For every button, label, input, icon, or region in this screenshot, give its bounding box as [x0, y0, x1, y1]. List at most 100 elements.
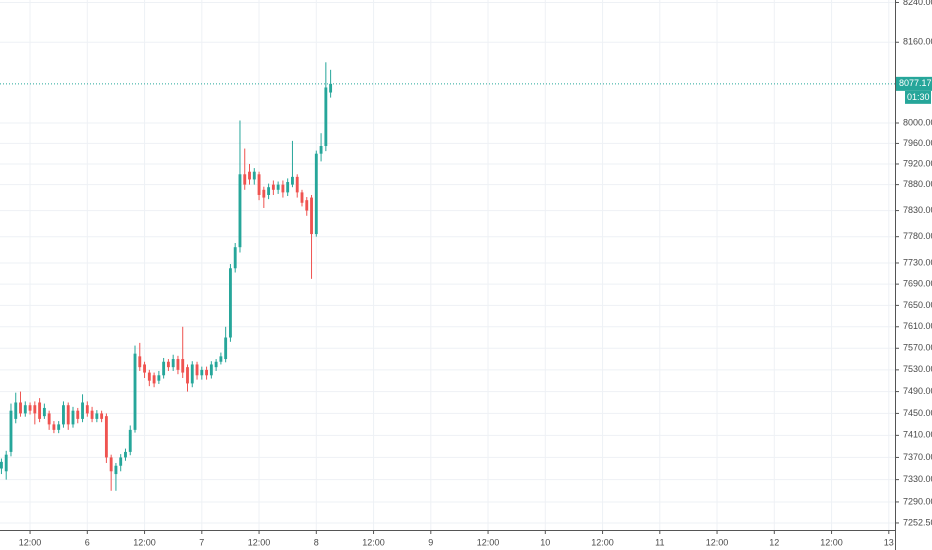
- candle-body: [62, 405, 65, 425]
- candle-body: [114, 465, 118, 475]
- candle-body: [324, 87, 328, 146]
- candle-body: [138, 356, 142, 368]
- candle-body: [109, 457, 113, 472]
- candle-body: [252, 171, 256, 180]
- candle-body: [81, 402, 84, 419]
- candle-body: [119, 457, 123, 466]
- candle-body: [262, 189, 266, 198]
- candle-body: [209, 364, 213, 376]
- y-tick-label: 7880.00: [903, 179, 932, 189]
- candle-body: [100, 413, 104, 419]
- x-tick-label: 13: [884, 537, 894, 547]
- candle-body: [329, 83, 333, 93]
- candle-body: [23, 405, 27, 414]
- candle-body: [157, 375, 161, 381]
- y-tick-label: 7780.00: [903, 231, 932, 241]
- candle-body: [233, 247, 237, 269]
- last-price-tag: [896, 76, 932, 91]
- candle-body: [124, 451, 127, 458]
- y-tick-label: 8240.00: [903, 0, 932, 7]
- candle-body: [319, 145, 323, 154]
- candle-body: [52, 424, 56, 430]
- candle-body: [143, 364, 146, 373]
- last-price-label: 8077.17: [899, 78, 932, 88]
- x-tick-label: 12:00: [706, 537, 729, 547]
- candle-body: [47, 413, 51, 425]
- y-tick-label: 7730.00: [903, 257, 932, 267]
- y-tick-label: 7530.00: [903, 364, 932, 374]
- x-tick-label: 8: [314, 537, 319, 547]
- candle-body: [71, 410, 75, 425]
- candle-body: [291, 176, 294, 185]
- candle-body: [181, 359, 185, 373]
- candle-body: [267, 187, 271, 195]
- y-tick-label: 7570.00: [903, 343, 932, 353]
- candle-body: [281, 184, 285, 193]
- candle-body: [76, 410, 80, 419]
- candle-body: [300, 192, 304, 203]
- candle-body: [295, 176, 299, 193]
- candle-body: [152, 375, 156, 384]
- y-tick-label: 7252.50: [903, 517, 932, 527]
- x-tick-label: 11: [655, 537, 664, 547]
- candle-body: [128, 429, 132, 452]
- x-tick-label: 12:00: [133, 537, 156, 547]
- candle-body: [0, 461, 3, 469]
- candle-body: [200, 369, 204, 376]
- x-tick-label: 12:00: [591, 537, 614, 547]
- y-tick-label: 7290.00: [903, 496, 932, 506]
- y-tick-label: 7490.00: [903, 386, 932, 396]
- candle-body: [42, 407, 46, 417]
- candle-body: [248, 171, 251, 180]
- candle-body: [171, 359, 175, 368]
- candle-body: [214, 361, 218, 368]
- candle-body: [271, 184, 275, 190]
- y-tick-label: 7830.00: [903, 205, 932, 215]
- candle-body: [95, 413, 99, 419]
- candle-body: [162, 361, 166, 376]
- x-tick-label: 7: [199, 537, 204, 547]
- x-tick-label: 12: [769, 537, 779, 547]
- countdown-tag: [905, 90, 931, 104]
- candle-body: [166, 361, 170, 368]
- candle-body: [310, 197, 313, 235]
- candle-body: [257, 174, 261, 195]
- candle-body: [14, 402, 18, 419]
- x-tick-label: 12:00: [248, 537, 271, 547]
- candle-body: [305, 200, 309, 211]
- y-tick-label: 7920.00: [903, 158, 932, 168]
- candle-body: [85, 405, 89, 414]
- y-tick-label: 7330.00: [903, 474, 932, 484]
- candle-body: [238, 174, 242, 248]
- candle-body: [195, 364, 199, 376]
- y-tick-label: 8000.00: [903, 117, 932, 127]
- x-tick-label: 12:00: [19, 537, 42, 547]
- candle-body: [104, 416, 108, 458]
- candle-body: [9, 410, 13, 452]
- y-tick-label: 7690.00: [903, 279, 932, 289]
- candle-body: [147, 372, 151, 381]
- candle-body: [33, 405, 37, 414]
- candle-body: [205, 369, 209, 376]
- candle-body: [19, 402, 22, 414]
- x-tick-label: 10: [540, 537, 550, 547]
- candle-body: [57, 424, 61, 430]
- x-tick-label: 12:00: [820, 537, 843, 547]
- y-tick-label: 7450.00: [903, 408, 932, 418]
- y-tick-label: 7370.00: [903, 452, 932, 462]
- candle-body: [186, 367, 189, 384]
- candle-body: [276, 184, 280, 190]
- y-tick-label: 7960.00: [903, 138, 932, 148]
- candle-body: [28, 405, 32, 411]
- y-tick-label: 7650.00: [903, 300, 932, 310]
- candle-body: [314, 153, 318, 235]
- candle-body: [190, 364, 194, 384]
- y-tick-label: 8160.00: [903, 37, 932, 47]
- countdown-label: 01:30: [907, 92, 930, 102]
- candle-body: [228, 268, 232, 338]
- y-tick-label: 7610.00: [903, 321, 932, 331]
- candle-body: [243, 174, 247, 185]
- candle-body: [286, 182, 290, 193]
